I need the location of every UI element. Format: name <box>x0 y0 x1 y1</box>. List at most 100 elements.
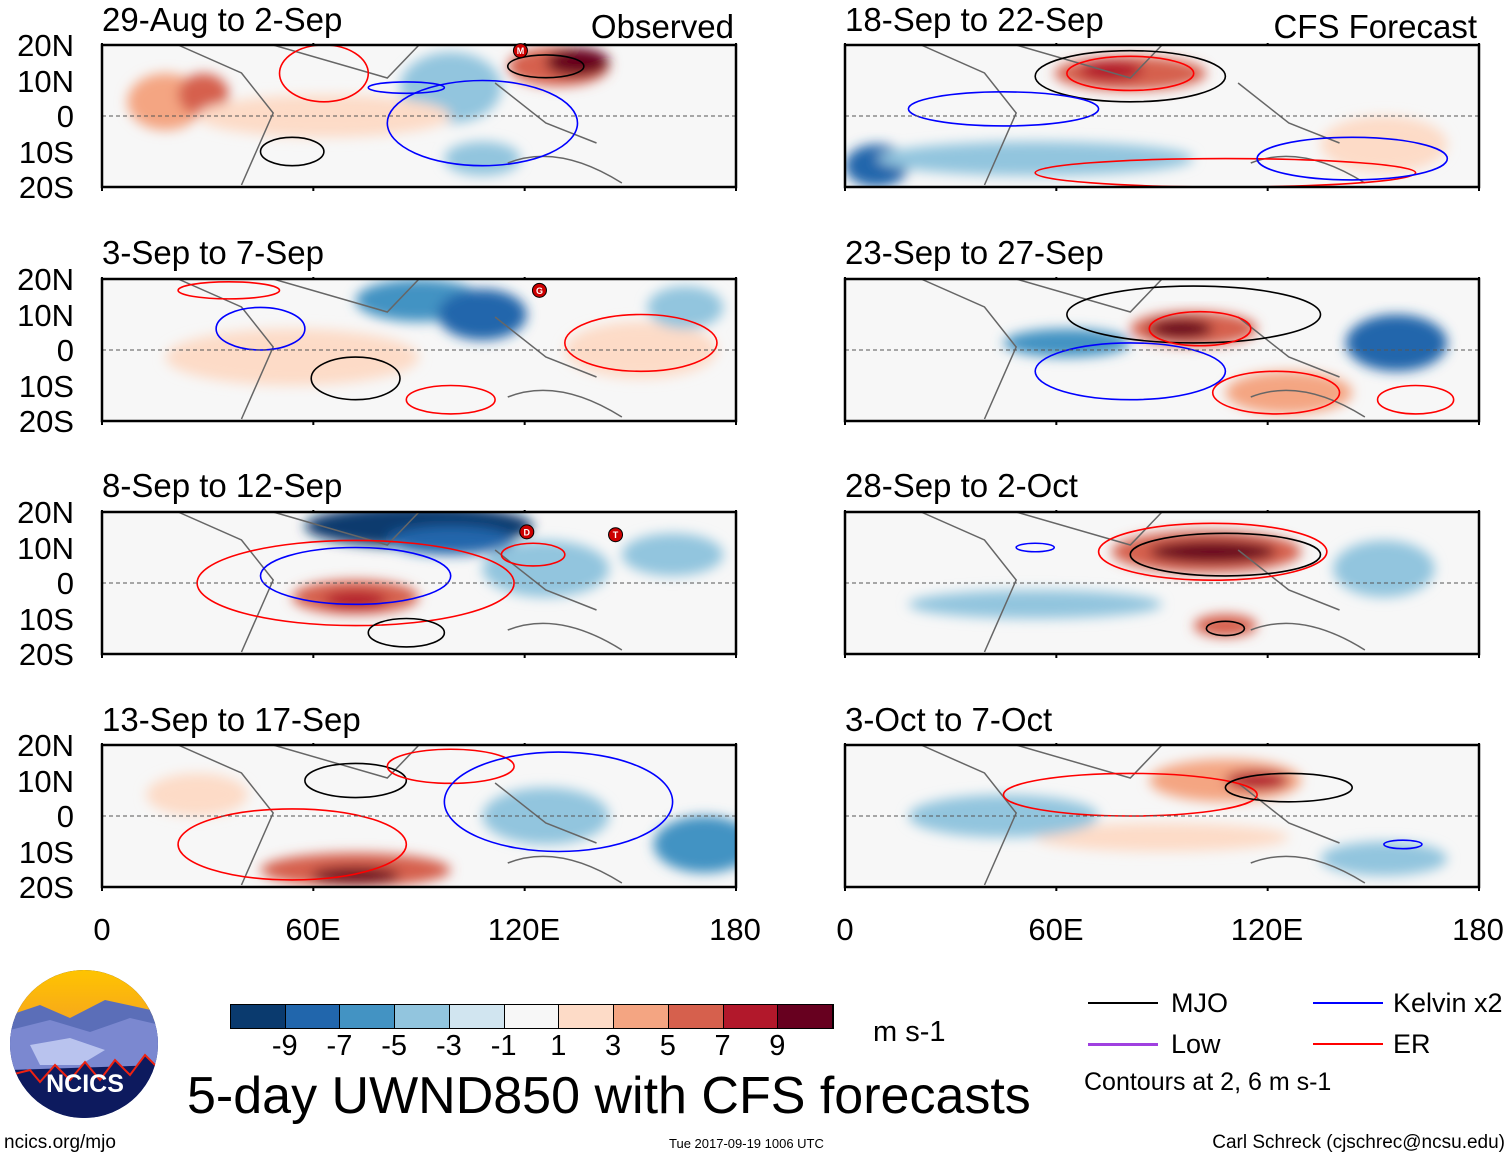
contour-line <box>1066 285 1322 344</box>
lat-label: 20N <box>17 495 74 530</box>
lat-label: 10N <box>17 63 74 99</box>
colorbar-tick-label: -9 <box>271 1030 298 1062</box>
panel-frame <box>100 43 738 189</box>
lon-label: 60E <box>1028 912 1084 947</box>
footer-url[interactable]: ncics.org/mjo <box>4 1132 116 1153</box>
colorbar-swatch <box>231 1005 286 1028</box>
contour-line <box>367 81 446 95</box>
wind-anomaly-blob <box>387 526 515 555</box>
contour-line <box>1034 157 1417 187</box>
lat-label: 20S <box>18 637 74 672</box>
lat-label: 0 <box>56 566 74 601</box>
wind-anomaly-blob <box>1149 318 1213 339</box>
contour-line <box>443 751 674 853</box>
contour-line <box>304 762 408 799</box>
coastline <box>920 512 1366 653</box>
panel-title: 18-Sep to 22-Sep <box>845 1 1104 38</box>
lat-label: 0 <box>56 799 74 834</box>
er-line-swatch <box>1313 1043 1383 1045</box>
wind-anomaly-blob <box>908 794 1099 838</box>
wind-anomaly-blob <box>482 540 610 598</box>
coastline <box>920 745 1366 886</box>
coastline <box>920 279 1366 420</box>
wind-anomaly-blob <box>545 47 610 77</box>
uwnd-map-panel <box>843 743 1481 891</box>
lon-label: 120E <box>1230 912 1304 947</box>
contour-line <box>1224 772 1353 803</box>
colorbar-swatch <box>668 1005 724 1028</box>
colorbar-swatch <box>723 1005 779 1028</box>
contour-line <box>1205 620 1246 637</box>
lat-label: 20N <box>17 728 74 763</box>
wind-anomaly-blob <box>621 533 724 576</box>
colorbar-tick-label: -5 <box>381 1030 408 1062</box>
tropical-cyclone-marker: M <box>512 43 528 59</box>
coastline <box>920 45 1366 186</box>
contours-note: Contours at 2, 6 m s-1 <box>1084 1068 1332 1096</box>
contour-line <box>1097 522 1328 581</box>
colorbar-tick-label: 5 <box>659 1030 676 1062</box>
panel-tag: CFS Forecast <box>1273 8 1477 45</box>
colorbar-tick-label: 1 <box>550 1030 567 1062</box>
lat-label: 10S <box>18 134 74 170</box>
lon-label: 120E <box>487 912 561 947</box>
wind-anomaly-blob <box>1320 841 1448 876</box>
colorbar <box>230 1004 834 1029</box>
colorbar-tick-label: 7 <box>714 1030 731 1062</box>
colorbar-tick-label: -1 <box>490 1030 517 1062</box>
coastline <box>177 745 623 886</box>
wind-anomaly-blob <box>908 590 1162 619</box>
mjo-line-swatch <box>1088 1002 1158 1004</box>
contour-line <box>1034 49 1227 103</box>
lat-label: 20S <box>18 404 74 439</box>
wind-anomaly-blob <box>647 286 724 329</box>
lat-label: 0 <box>56 99 74 134</box>
lon-label: 0 <box>93 912 111 947</box>
svg-text:T: T <box>613 530 619 540</box>
uwnd-map-panel <box>100 743 738 891</box>
panel-title: 13-Sep to 17-Sep <box>102 701 361 738</box>
contour-line <box>1383 839 1423 850</box>
wind-anomaly-blob <box>564 321 717 379</box>
panel-title: 23-Sep to 27-Sep <box>845 234 1104 271</box>
contour-line <box>1015 542 1056 553</box>
uwnd-map-panel <box>843 43 1481 191</box>
contour-line <box>1066 55 1195 92</box>
coastline <box>177 279 623 420</box>
kelvin-line-swatch <box>1313 1002 1383 1004</box>
panel-frame <box>843 510 1481 656</box>
low-line-swatch <box>1088 1043 1158 1046</box>
colorbar-swatch <box>449 1005 505 1028</box>
contour-line <box>386 748 515 785</box>
lat-label: 10N <box>17 297 74 333</box>
svg-text:D: D <box>524 527 531 537</box>
lat-label: 10N <box>17 763 74 799</box>
contour-line <box>506 54 585 79</box>
contour-line <box>1002 772 1258 817</box>
wind-anomaly-blob <box>444 141 521 176</box>
contour-line <box>1129 532 1322 577</box>
lat-label: 10N <box>17 530 74 566</box>
wind-anomaly-blob <box>653 816 736 873</box>
colorbar-tick-label: -7 <box>326 1030 353 1062</box>
contour-line <box>500 542 566 567</box>
colorbar-swatch <box>340 1005 396 1028</box>
lat-label: 20N <box>17 262 74 297</box>
contour-line <box>1034 342 1227 401</box>
panel-frame <box>100 510 738 656</box>
panel-title: 28-Sep to 2-Oct <box>845 467 1078 504</box>
lon-label: 180 <box>1452 912 1504 947</box>
contour-line <box>386 79 579 167</box>
wind-anomaly-blob <box>1079 60 1143 81</box>
wind-anomaly-blob <box>1149 540 1277 564</box>
lat-label: 20S <box>18 870 74 905</box>
svg-text:G: G <box>536 286 543 296</box>
tropical-cyclone-marker: D <box>519 524 535 540</box>
wind-anomaly-blob <box>1345 314 1448 372</box>
colorbar-swatch <box>395 1005 450 1028</box>
figure-title: 5-day UWND850 with CFS forecasts <box>187 1067 1031 1125</box>
contour-line <box>278 45 370 103</box>
contour-line <box>177 281 281 300</box>
tropical-cyclone-marker: G <box>531 282 547 298</box>
